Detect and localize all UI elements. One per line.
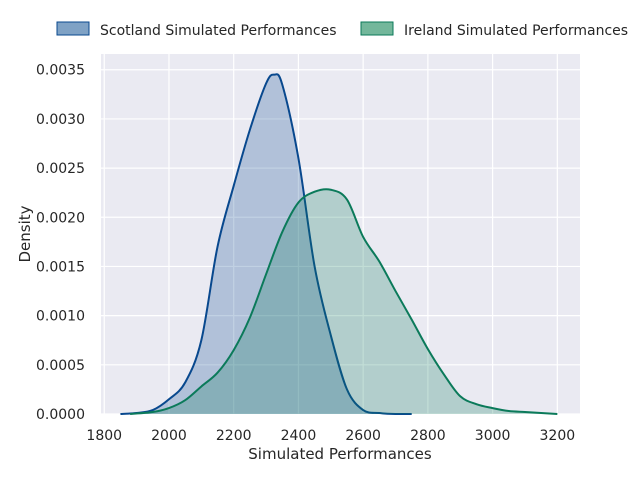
area-scotland <box>120 74 412 414</box>
x-tick-label: 2800 <box>410 428 446 444</box>
x-tick-labels: 1800 2000 2200 2400 2600 2800 3000 3200 <box>86 428 575 444</box>
line-ireland <box>130 188 558 415</box>
y-axis-label: Density <box>16 205 34 262</box>
y-tick-label: 0.0020 <box>36 210 85 226</box>
y-tick-label: 0.0035 <box>36 63 85 79</box>
grid-lines <box>101 54 580 415</box>
y-tick-label: 0.0005 <box>36 358 85 374</box>
x-tick-label: 3000 <box>475 428 511 444</box>
x-tick-label: 2000 <box>151 428 187 444</box>
x-axis-label: Simulated Performances <box>248 445 432 463</box>
legend-label-ireland: Ireland Simulated Performances <box>404 23 628 39</box>
y-tick-label: 0.0030 <box>36 112 85 128</box>
line-scotland <box>120 73 412 416</box>
y-tick-label: 0.0000 <box>36 407 85 423</box>
plot-background <box>101 54 580 414</box>
x-tick-label: 3200 <box>540 428 576 444</box>
legend-swatch-ireland <box>360 21 394 36</box>
legend: Scotland Simulated Performances Ireland … <box>56 21 628 39</box>
y-tick-label: 0.0025 <box>36 161 85 177</box>
x-tick-label: 2400 <box>281 428 317 444</box>
area-ireland <box>130 189 558 414</box>
x-tick-label: 2200 <box>216 428 252 444</box>
y-tick-label: 0.0015 <box>36 259 85 275</box>
x-tick-label: 2600 <box>345 428 381 444</box>
series-areas <box>120 73 558 416</box>
y-tick-label: 0.0010 <box>36 309 85 325</box>
legend-swatch-scotland <box>56 21 90 36</box>
y-tick-labels: 0.0000 0.0005 0.0010 0.0015 0.0020 0.0025 0.00… <box>36 63 85 423</box>
legend-label-scotland: Scotland Simulated Performances <box>100 23 337 39</box>
x-tick-label: 1800 <box>86 428 122 444</box>
